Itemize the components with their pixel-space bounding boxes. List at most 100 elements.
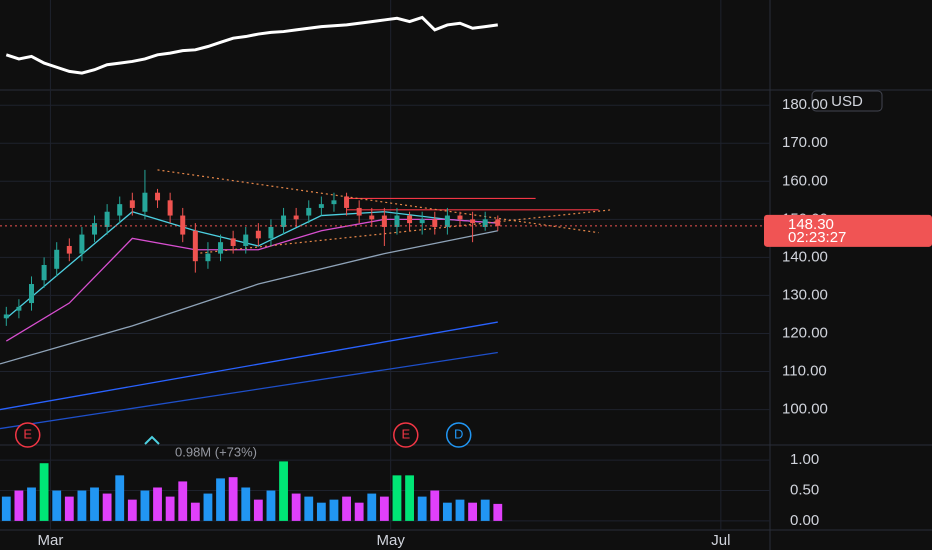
volume-bar bbox=[480, 499, 490, 521]
candle-body bbox=[318, 204, 324, 208]
candle-body bbox=[66, 245, 72, 254]
volume-bar bbox=[253, 499, 263, 521]
y-tick-label: 160.00 bbox=[782, 172, 828, 189]
volume-tick-label: 0.50 bbox=[790, 482, 819, 499]
volume-bar bbox=[291, 493, 301, 521]
candle-body bbox=[356, 207, 362, 216]
candle-body bbox=[268, 226, 274, 239]
moving-average bbox=[5, 218, 498, 342]
candle-body bbox=[394, 215, 400, 227]
candle-body bbox=[369, 215, 375, 220]
marker-triangle bbox=[144, 435, 160, 445]
volume-bar bbox=[430, 490, 440, 521]
candle-body bbox=[407, 215, 413, 224]
last-price: 148.30 bbox=[788, 216, 834, 233]
currency: USD bbox=[831, 93, 863, 110]
volume-bar bbox=[228, 477, 238, 521]
volume-bar bbox=[203, 493, 213, 521]
candle-body bbox=[180, 215, 186, 235]
y-tick-label: 120.00 bbox=[782, 324, 828, 341]
volume-bar bbox=[190, 502, 200, 521]
event-marker bbox=[445, 422, 472, 448]
x-tick-label: May bbox=[376, 532, 405, 549]
y-tick-label: 100.00 bbox=[782, 401, 828, 418]
volume-bar bbox=[153, 487, 162, 521]
volume-bar bbox=[216, 478, 225, 521]
volume-bar bbox=[379, 496, 389, 521]
candle-body bbox=[92, 223, 98, 235]
oscillator-line bbox=[5, 15, 498, 75]
y-tick-label: 130.00 bbox=[782, 286, 828, 303]
y-tick-label: 110.00 bbox=[782, 362, 827, 379]
volume-bar bbox=[417, 496, 427, 521]
candle-body bbox=[3, 314, 9, 319]
volume-label: 0.98M (+73%) bbox=[175, 444, 257, 459]
last-price-box bbox=[764, 214, 932, 247]
moving-average bbox=[0, 321, 498, 411]
candle-body bbox=[104, 211, 110, 227]
countdown: 02:23:27 bbox=[788, 229, 846, 246]
candle-body bbox=[381, 215, 387, 227]
volume-bar bbox=[140, 490, 150, 521]
y-tick-label: 170.00 bbox=[782, 134, 828, 151]
y-tick-label: 140.00 bbox=[782, 248, 828, 265]
trend-line bbox=[157, 169, 599, 234]
volume-bar bbox=[64, 496, 74, 521]
volume-bar bbox=[127, 499, 137, 521]
candle-body bbox=[255, 230, 261, 239]
moving-average bbox=[0, 230, 498, 365]
candle-body bbox=[54, 249, 60, 269]
candle-body bbox=[205, 253, 211, 262]
volume-bar bbox=[405, 475, 414, 521]
candle-body bbox=[457, 215, 463, 220]
volume-bar bbox=[279, 461, 288, 521]
volume-tick-label: 0.00 bbox=[790, 512, 819, 529]
volume-bar bbox=[354, 502, 364, 521]
volume-bar bbox=[367, 493, 377, 521]
volume-bar bbox=[178, 481, 188, 521]
volume-bar bbox=[52, 490, 62, 521]
volume-bar bbox=[468, 502, 477, 521]
event-marker bbox=[393, 422, 419, 448]
volume-bar bbox=[392, 475, 402, 521]
volume-bar bbox=[77, 490, 87, 521]
candle-body bbox=[41, 265, 47, 281]
volume-bar bbox=[115, 475, 125, 521]
candle-body bbox=[432, 219, 438, 227]
moving-average bbox=[0, 351, 498, 430]
candle-body bbox=[344, 196, 350, 208]
volume-bar bbox=[493, 503, 503, 521]
volume-bar bbox=[442, 502, 452, 521]
event-label: E bbox=[401, 426, 410, 441]
volume-bar bbox=[1, 496, 11, 521]
candle-body bbox=[218, 242, 224, 254]
event-marker bbox=[14, 422, 41, 448]
candle-body bbox=[117, 204, 123, 216]
candle-body bbox=[470, 219, 476, 224]
volume-bar bbox=[266, 490, 276, 521]
volume-bar bbox=[455, 499, 465, 521]
volume-bar bbox=[90, 487, 99, 521]
x-tick-label: Jul bbox=[711, 532, 730, 549]
volume-bar bbox=[102, 493, 112, 521]
candle-body bbox=[444, 215, 450, 227]
candle-body bbox=[281, 215, 287, 227]
y-tick-label: 180.00 bbox=[782, 96, 828, 113]
candle-body bbox=[482, 219, 488, 227]
volume-bar bbox=[316, 502, 326, 521]
volume-bar bbox=[165, 496, 175, 521]
candle-body bbox=[243, 234, 249, 246]
currency-box[interactable] bbox=[811, 90, 883, 112]
candle-body bbox=[167, 200, 173, 216]
candle-body bbox=[192, 230, 198, 262]
event-label: D bbox=[454, 426, 463, 441]
volume-bar bbox=[39, 463, 49, 521]
event-label: E bbox=[23, 426, 32, 441]
candle-body bbox=[331, 200, 337, 205]
candle-body bbox=[306, 207, 312, 216]
candle-body bbox=[230, 238, 236, 246]
candle-body bbox=[79, 234, 85, 254]
candle-body bbox=[29, 284, 35, 304]
